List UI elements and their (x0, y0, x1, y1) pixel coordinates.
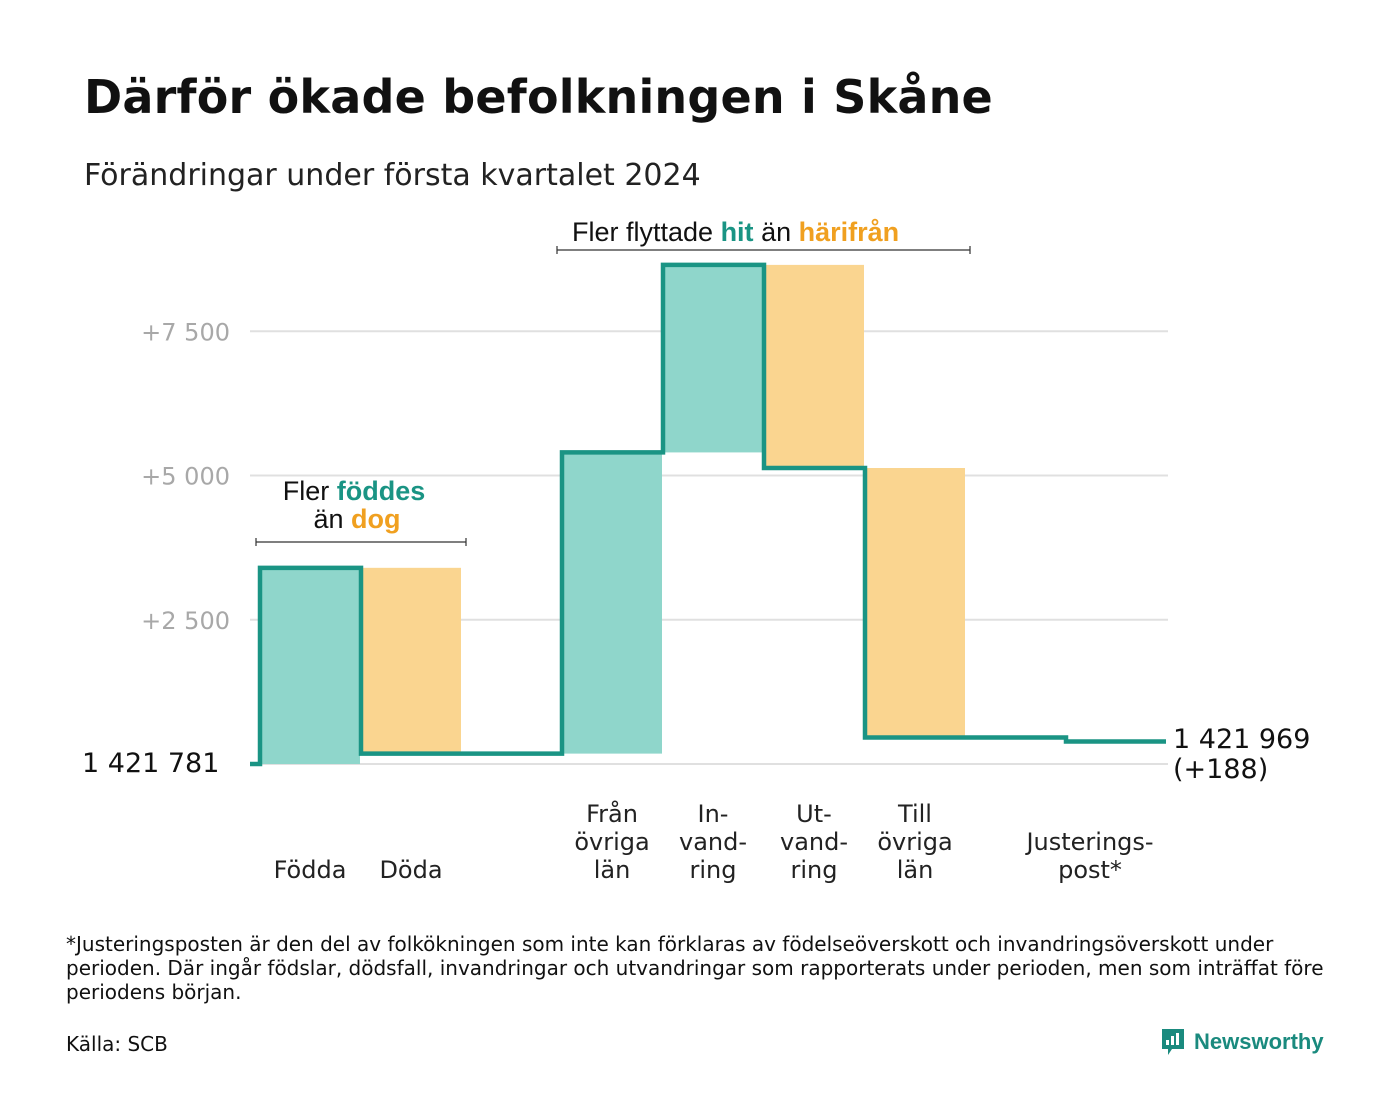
chart-subtitle: Förändringar under första kvartalet 2024 (84, 158, 701, 193)
end-value-label: 1 421 969 (1173, 724, 1310, 755)
annotation-part: härifrån (799, 217, 900, 247)
x-category-label: vand- (780, 828, 848, 856)
y-tick-label: +7 500 (141, 318, 230, 346)
annotation-part: Fler (283, 476, 337, 506)
bar (361, 567, 461, 754)
newsworthy-logo-icon (1162, 1029, 1184, 1055)
bracket-migration (556, 246, 971, 254)
annotation-part: föddes (337, 476, 426, 506)
y-tick-label: +2 500 (141, 607, 230, 635)
annotation-part: dog (351, 504, 400, 534)
source-label: Källa: SCB (66, 1032, 168, 1056)
annotation-part: än (313, 504, 351, 534)
x-category-label: Från (586, 799, 638, 828)
y-tick-label: +5 000 (141, 463, 230, 491)
waterfall-line (250, 262, 1166, 767)
x-category-label: län (897, 856, 934, 884)
x-category-label: ring (690, 856, 737, 884)
annotation-births-deaths: Fler föddes (283, 476, 426, 506)
x-category-label: övriga (877, 828, 952, 856)
x-category-label: övriga (574, 828, 649, 856)
x-category-label: län (594, 856, 631, 884)
x-category-label: Döda (379, 856, 442, 884)
annotation-migration: Fler flyttade hit än härifrån (572, 217, 899, 247)
x-category-label: Justerings- (1024, 828, 1153, 856)
footnote: *Justeringsposten är den del av folkökni… (66, 932, 1324, 1004)
bar (865, 467, 965, 738)
annotation-part: hit (721, 217, 754, 247)
brand-logo[interactable]: Newsworthy (1160, 1027, 1324, 1057)
x-category-label: In- (698, 800, 729, 828)
chart-title: Därför ökade befolkningen i Skåne (84, 70, 993, 124)
bar (764, 264, 864, 468)
end-change-label: (+188) (1173, 754, 1268, 785)
x-category-label: post* (1058, 856, 1122, 884)
bracket-births-deaths (255, 538, 467, 546)
base-value-label: 1 421 781 (82, 748, 219, 779)
annotation-part: än (754, 217, 799, 247)
brand-name: Newsworthy (1194, 1029, 1324, 1054)
annotation-births-deaths-line2: än dog (313, 504, 400, 534)
x-category-label: vand- (679, 828, 747, 856)
x-category-label: Till (897, 800, 932, 828)
bar (663, 264, 763, 453)
bar (562, 452, 662, 754)
x-category-label: ring (791, 856, 838, 884)
bar (260, 567, 360, 764)
x-category-label: Ut- (796, 800, 832, 828)
x-category-label: Födda (274, 856, 347, 884)
annotation-part: Fler flyttade (572, 217, 721, 247)
